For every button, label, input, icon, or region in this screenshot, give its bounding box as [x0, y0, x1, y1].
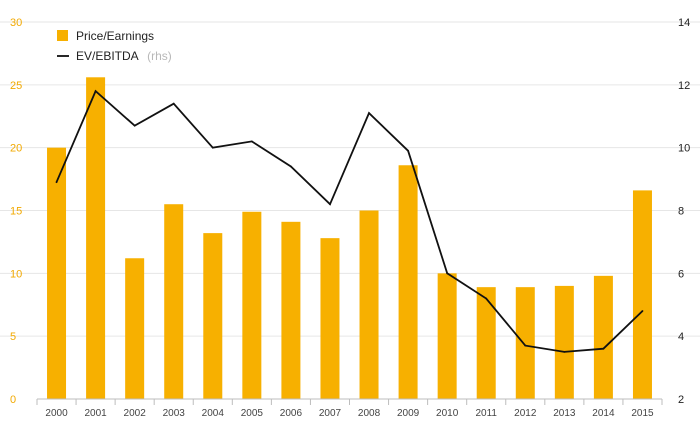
- x-tick-label: 2012: [514, 408, 537, 419]
- y-left-tick-label: 20: [10, 143, 22, 155]
- line-point-2003: [172, 102, 175, 105]
- line-point-2011: [485, 297, 488, 300]
- bar-2007: [320, 238, 340, 399]
- bar-2001: [86, 77, 106, 399]
- bar-2002: [125, 258, 145, 399]
- bar-2013: [554, 285, 574, 399]
- bar-2005: [242, 211, 262, 399]
- x-tick-label: 2010: [436, 408, 459, 419]
- y-left-tick-label: 10: [10, 268, 22, 280]
- axes: 0 5 10 15 20 25 30 2 4 6 8 10 12 14 2000 2001 2002 2003 20…: [10, 17, 690, 419]
- y-left-tick-label: 25: [10, 80, 22, 92]
- line-point-2012: [524, 344, 527, 347]
- line-point-2009: [407, 149, 409, 152]
- x-tick-label: 2004: [202, 408, 225, 419]
- x-tick-label: 2015: [631, 408, 654, 419]
- bar-2003: [164, 204, 184, 399]
- x-tick-label: 2002: [124, 408, 147, 419]
- x-tick-label: 2013: [553, 408, 576, 419]
- legend-swatch-price-earnings: [57, 30, 68, 41]
- bar-2004: [203, 233, 223, 399]
- line-point-2007: [329, 203, 331, 206]
- y-right-tick-label: 10: [678, 143, 690, 155]
- y-left-tick-label: 5: [10, 331, 16, 343]
- line-point-2006: [290, 165, 292, 168]
- y-right-tick-label: 4: [678, 331, 684, 343]
- legend-label-price-earnings: Price/Earnings: [76, 29, 154, 43]
- line-point-2015: [641, 310, 644, 312]
- legend-label-ev-ebitda: EV/EBITDA (rhs): [76, 47, 172, 64]
- x-tick-label: 2003: [163, 408, 186, 419]
- line-point-2000: [55, 181, 58, 184]
- x-tick-label: 2000: [45, 408, 68, 419]
- y-right-tick-label: 8: [678, 206, 684, 218]
- y-right-tick-label: 12: [678, 80, 690, 92]
- x-tick-label: 2011: [475, 408, 497, 419]
- y-right-tick-label: 6: [678, 268, 684, 280]
- line-point-2010: [446, 272, 449, 275]
- legend-label-ev-ebitda-name: EV/EBITDA: [76, 49, 139, 63]
- bar-2008: [359, 210, 379, 399]
- y-left-tick-label: 0: [10, 394, 16, 406]
- bar-2014: [593, 275, 613, 399]
- line-point-2001: [94, 90, 97, 93]
- line-point-2013: [563, 350, 566, 353]
- x-tick-label: 2009: [397, 408, 420, 419]
- y-right-tick-label: 14: [678, 17, 690, 29]
- y-left-tick-label: 15: [10, 206, 22, 218]
- ev-ebitda-line-group: [55, 89, 644, 353]
- x-tick-label: 2005: [241, 408, 264, 419]
- x-tick-label: 2008: [358, 408, 381, 419]
- x-tick-label: 2006: [280, 408, 303, 419]
- ev-ebitda-line: [55, 89, 644, 353]
- line-point-2005: [250, 140, 253, 143]
- line-point-2008: [368, 112, 370, 115]
- line-point-2002: [133, 124, 136, 127]
- bar-2015: [632, 190, 652, 399]
- bar-2010: [437, 273, 457, 399]
- legend-label-ev-ebitda-suffix: (rhs): [147, 49, 172, 63]
- bar-2000: [47, 147, 67, 399]
- x-tick-label: 2014: [592, 408, 615, 419]
- line-point-2004: [211, 146, 214, 149]
- legend: Price/Earnings EV/EBITDA (rhs): [57, 29, 172, 64]
- bar-2012: [515, 287, 535, 399]
- bar-2009: [398, 165, 418, 399]
- x-tick-label: 2001: [84, 408, 107, 419]
- gridlines: [0, 21, 700, 337]
- y-right-tick-label: 2: [678, 394, 684, 406]
- bar-2011: [476, 287, 496, 399]
- x-tick-label: 2007: [319, 408, 342, 419]
- line-point-2014: [602, 347, 605, 350]
- y-left-tick-label: 30: [10, 17, 22, 29]
- bar-2006: [281, 221, 301, 399]
- price-earnings-bars: [47, 77, 652, 399]
